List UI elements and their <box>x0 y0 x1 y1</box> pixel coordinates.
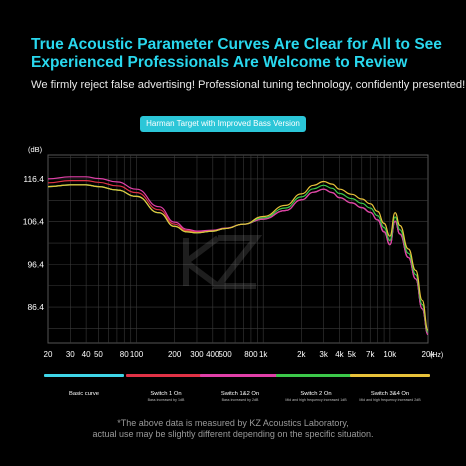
headline-line-1: True Acoustic Parameter Curves Are Clear… <box>31 36 442 53</box>
subtitle: We firmly reject false advertising! Prof… <box>31 79 466 91</box>
x-tick-label: 50 <box>94 350 103 359</box>
plot-frame <box>47 154 429 344</box>
x-tick-label: 300 <box>190 350 204 359</box>
legend-swatch <box>350 374 430 377</box>
y-axis-unit: (dB) <box>28 145 43 154</box>
legend-note: Mid and high frequency increased 2dB <box>359 398 421 402</box>
x-tick-label: 20k <box>422 350 436 359</box>
x-tick-label: 200 <box>168 350 182 359</box>
x-tick-label: 400 <box>206 350 220 359</box>
x-tick-label: 2k <box>297 350 306 359</box>
series-line-2 <box>47 176 429 336</box>
legend-basic: Basic curve <box>44 374 124 398</box>
legend-switch2: Switch 2 On Mid and high frequency incre… <box>276 374 356 403</box>
headline-line-2: Experienced Professionals Are Welcome to… <box>31 54 408 71</box>
x-tick-label: 500 <box>218 350 232 359</box>
legend-note: Bass increased by 2dB <box>221 398 259 402</box>
series-line-4 <box>47 180 429 331</box>
chart-series <box>47 176 429 336</box>
legend-swatch <box>126 374 206 377</box>
x-tick-label: 40 <box>82 350 91 359</box>
x-tick-label: 30 <box>66 350 75 359</box>
x-tick-label: 4k <box>335 350 344 359</box>
legend-note: Mid and high frequency increased 1dB <box>285 398 347 402</box>
footnote-line-1: *The above data is measured by KZ Acoust… <box>117 418 349 428</box>
legend-switch1: Switch 1 On Bass increased by 1dB <box>126 374 206 403</box>
target-badge: Harman Target with Improved Bass Version <box>140 116 306 132</box>
legend-label: Switch 2 On <box>300 391 332 397</box>
y-tick-label: 96.4 <box>27 259 44 269</box>
legend-note: Bass increased by 1dB <box>147 398 185 402</box>
legend-swatch <box>44 374 124 377</box>
x-tick-label: 1k <box>259 350 268 359</box>
x-axis-unit: (Hz) <box>430 352 443 359</box>
y-tick-label: 106.4 <box>23 217 45 227</box>
x-tick-label: 800 <box>244 350 258 359</box>
legend-label: Basic curve <box>69 391 99 397</box>
footnote-line-2: actual use may be slightly different dep… <box>92 429 374 439</box>
chart-axis-labels: 116.4 106.4 96.4 86.4 (dB) 20 30 40 50 80 100 200 30… <box>23 145 444 359</box>
x-tick-label: 100 <box>130 350 144 359</box>
legend-label: Switch 3&4 On <box>370 391 410 397</box>
legend-switch12: Switch 1&2 On Bass increased by 2dB <box>200 374 280 403</box>
y-tick-label: 116.4 <box>23 174 44 184</box>
legend-swatch <box>276 374 356 377</box>
x-tick-label: 20 <box>44 350 53 359</box>
legend-label: Switch 1&2 On <box>220 391 260 397</box>
y-tick-label: 86.4 <box>27 302 44 312</box>
x-tick-label: 3k <box>319 350 328 359</box>
legend-label: Switch 1 On <box>150 391 182 397</box>
legend-switch34: Switch 3&4 On Mid and high frequency inc… <box>350 374 430 403</box>
x-tick-label: 80 <box>120 350 129 359</box>
kz-watermark-logo <box>183 235 263 289</box>
x-tick-label: 7k <box>366 350 375 359</box>
x-tick-label: 5k <box>348 350 357 359</box>
x-tick-label: 10k <box>383 350 397 359</box>
legend-swatch <box>200 374 280 377</box>
